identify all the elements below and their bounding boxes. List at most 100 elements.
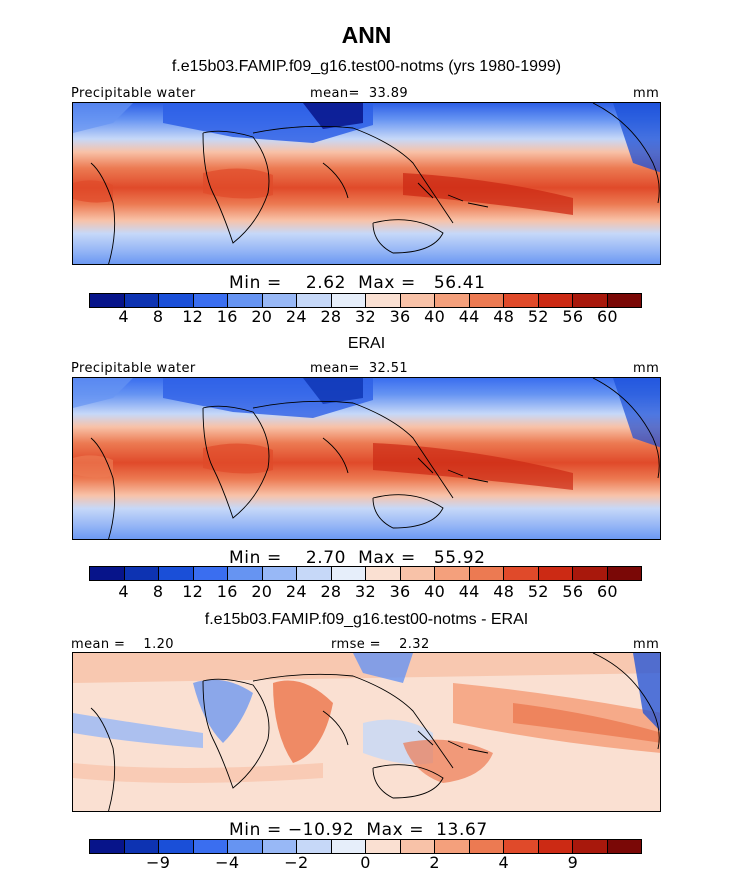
panel-2-left-label: Precipitable water [71,361,196,376]
colorbar-swatch [469,294,504,307]
colorbar-tick-label: 12 [182,582,204,601]
colorbar-tick-label: 16 [216,582,238,601]
colorbar-swatch [124,567,159,580]
colorbar-swatch [193,840,228,853]
colorbar-swatch [469,567,504,580]
colorbar-tick-label: 44 [458,307,480,326]
colorbar-swatch [400,840,435,853]
colorbar-swatch [159,294,194,307]
colorbar-swatch [124,294,159,307]
colorbar-swatch [228,840,263,853]
colorbar-swatch [573,567,608,580]
colorbar-tick-label: 36 [389,582,411,601]
colorbar-tick-label: 44 [458,582,480,601]
figure-subtitle: f.e15b03.FAMIP.f09_g16.test00-notms (yrs… [171,58,562,75]
colorbar-swatch [469,840,504,853]
colorbar-tick-label: 0 [360,853,371,872]
colorbar-swatch [573,840,608,853]
panel-1-colorbar-ticks: 4 8 12 16 20 24 28 32 36 40 44 48 52 56 60 [89,307,642,327]
colorbar-swatch [435,294,470,307]
colorbar-swatch [504,567,539,580]
panel-2-stats: Min = 2.70 Max = 55.92 [229,548,486,568]
colorbar-tick-label: 8 [152,582,164,601]
colorbar-tick-label: 4 [498,853,509,872]
colorbar-tick-label: 4 [118,307,129,326]
colorbar-tick-label: 20 [251,582,273,601]
colorbar-tick-label: 48 [493,307,515,326]
colorbar-swatch [331,294,366,307]
colorbar-tick-label: 24 [285,582,307,601]
figure-title: ANN [341,22,392,48]
colorbar-swatch [90,567,125,580]
colorbar-swatch [262,567,297,580]
colorbar-swatch [331,840,366,853]
colorbar-tick-label: 32 [355,582,376,601]
colorbar-tick-label: 40 [424,582,446,601]
panel-3-rmse-label: rmse = 2.32 [331,637,430,652]
colorbar-swatch [228,567,263,580]
colorbar-swatch [331,567,366,580]
colorbar-swatch [297,840,332,853]
panel-3-stats: Min = −10.92 Max = 13.67 [229,820,488,840]
colorbar-swatch [366,840,401,853]
colorbar-swatch [573,294,608,307]
panel-3-map [72,652,661,812]
colorbar-swatch [297,294,332,307]
panel-2-colorbar [89,566,642,581]
colorbar-swatch [538,567,573,580]
panel-2-mean-label: mean= 32.51 [310,361,409,376]
panel-2-title: ERAI [347,335,386,352]
panel-3-colorbar [89,839,642,854]
colorbar-swatch [124,840,159,853]
colorbar-tick-label: 60 [596,307,618,326]
panel-3-colorbar-ticks: −9 −4 −2 0 2 4 9 [89,853,642,873]
colorbar-swatch [435,840,470,853]
colorbar-tick-label: 56 [562,307,584,326]
colorbar-swatch [504,294,539,307]
colorbar-swatch [400,567,435,580]
panel-1-map-field [73,103,660,264]
panel-2-map-field [73,378,660,539]
colorbar-swatch [262,294,297,307]
colorbar-swatch [228,294,263,307]
panel-2-unit-label: mm [633,361,660,376]
panel-2-map [72,377,661,540]
colorbar-swatch [90,294,125,307]
panel-2-colorbar-ticks: 4 8 12 16 20 24 28 32 36 40 44 48 52 56 60 [89,582,642,602]
colorbar-tick-label: 40 [424,307,446,326]
colorbar-tick-label: 28 [320,582,342,601]
colorbar-tick-label: 8 [152,307,164,326]
colorbar-swatch [366,567,401,580]
panel-3-title: f.e15b03.FAMIP.f09_g16.test00-notms - ER… [204,611,529,628]
colorbar-tick-label: 28 [320,307,342,326]
colorbar-swatch [90,840,125,853]
colorbar-tick-label: −4 [215,853,240,872]
colorbar-swatch [159,840,194,853]
colorbar-swatch [538,294,573,307]
colorbar-tick-label: 20 [251,307,273,326]
panel-3-mean-label: mean = 1.20 [71,637,174,652]
colorbar-tick-label: 52 [527,307,549,326]
colorbar-swatch [366,294,401,307]
panel-1-left-label: Precipitable water [71,86,196,101]
colorbar-tick-label: 56 [562,582,584,601]
colorbar-swatch [607,294,641,307]
colorbar-tick-label: 52 [527,582,549,601]
colorbar-tick-label: 16 [216,307,238,326]
colorbar-swatch [262,840,297,853]
colorbar-swatch [538,840,573,853]
colorbar-swatch [607,840,641,853]
colorbar-tick-label: 9 [567,853,579,872]
colorbar-tick-label: 12 [182,307,204,326]
panel-3-unit-label: mm [633,637,660,652]
panel-1-stats: Min = 2.62 Max = 56.41 [229,273,486,293]
colorbar-swatch [297,567,332,580]
colorbar-swatch [435,567,470,580]
colorbar-swatch [193,567,228,580]
colorbar-tick-label: 24 [285,307,307,326]
colorbar-tick-label: 2 [429,853,440,872]
panel-3-map-field [73,653,660,811]
colorbar-tick-label: 48 [493,582,515,601]
colorbar-tick-label: 32 [355,307,376,326]
panel-1-colorbar [89,293,642,308]
